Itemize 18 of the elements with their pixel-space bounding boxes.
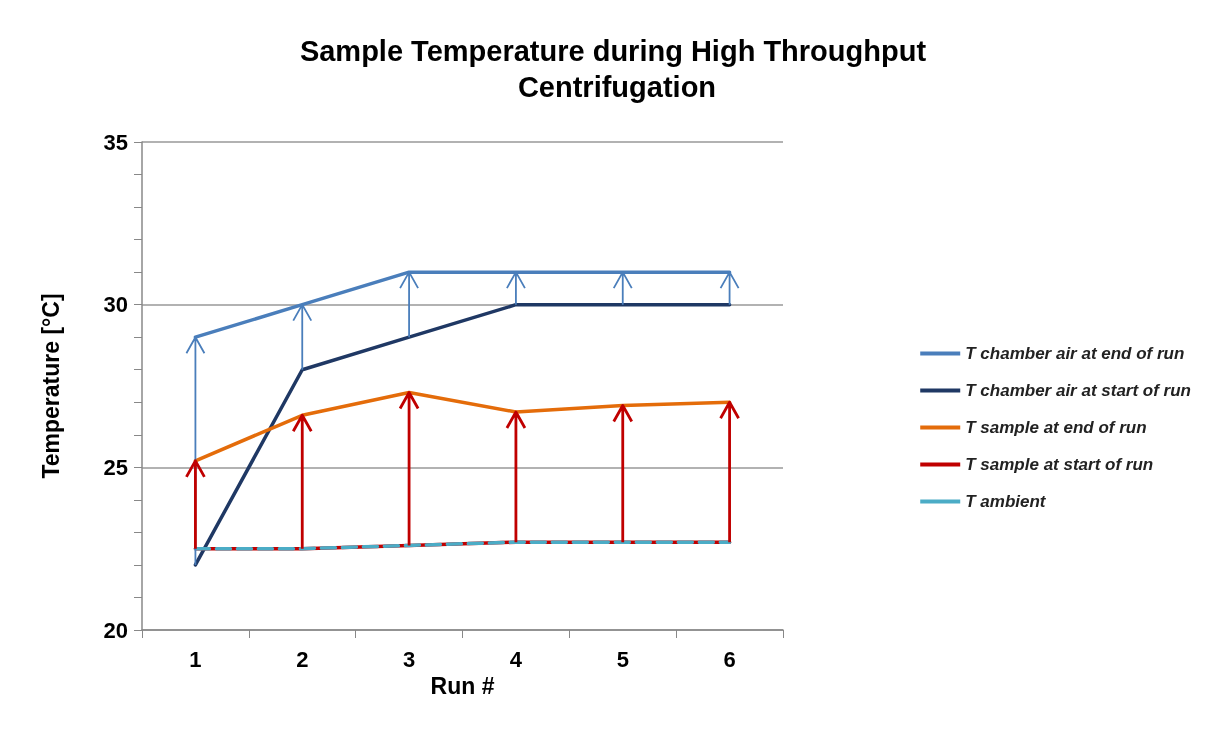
y-tick-label: 25 (103, 454, 128, 480)
legend-label: T sample at start of run (965, 455, 1154, 474)
legend-label: T chamber air at start of run (965, 381, 1192, 400)
x-tick-label: 4 (509, 646, 523, 672)
y-axis-title: Temperature [°C] (37, 293, 64, 479)
x-tick-label: 5 (616, 646, 629, 672)
legend-label: T ambient (965, 492, 1047, 511)
y-tick-label: 20 (103, 617, 128, 643)
x-tick-label: 2 (296, 646, 309, 672)
x-axis-title: Run # (430, 673, 495, 700)
chart-title: Sample Temperature during High Throughput Centrifugation (299, 35, 935, 103)
y-tick-label: 35 (103, 129, 128, 155)
legend-label: T sample at end of run (965, 418, 1147, 437)
x-tick-label: 3 (402, 646, 416, 672)
y-tick-label: 30 (103, 292, 128, 318)
x-tick-label: 6 (723, 646, 736, 672)
x-tick-label: 1 (189, 646, 202, 672)
legend-label: T chamber air at end of run (965, 344, 1185, 363)
